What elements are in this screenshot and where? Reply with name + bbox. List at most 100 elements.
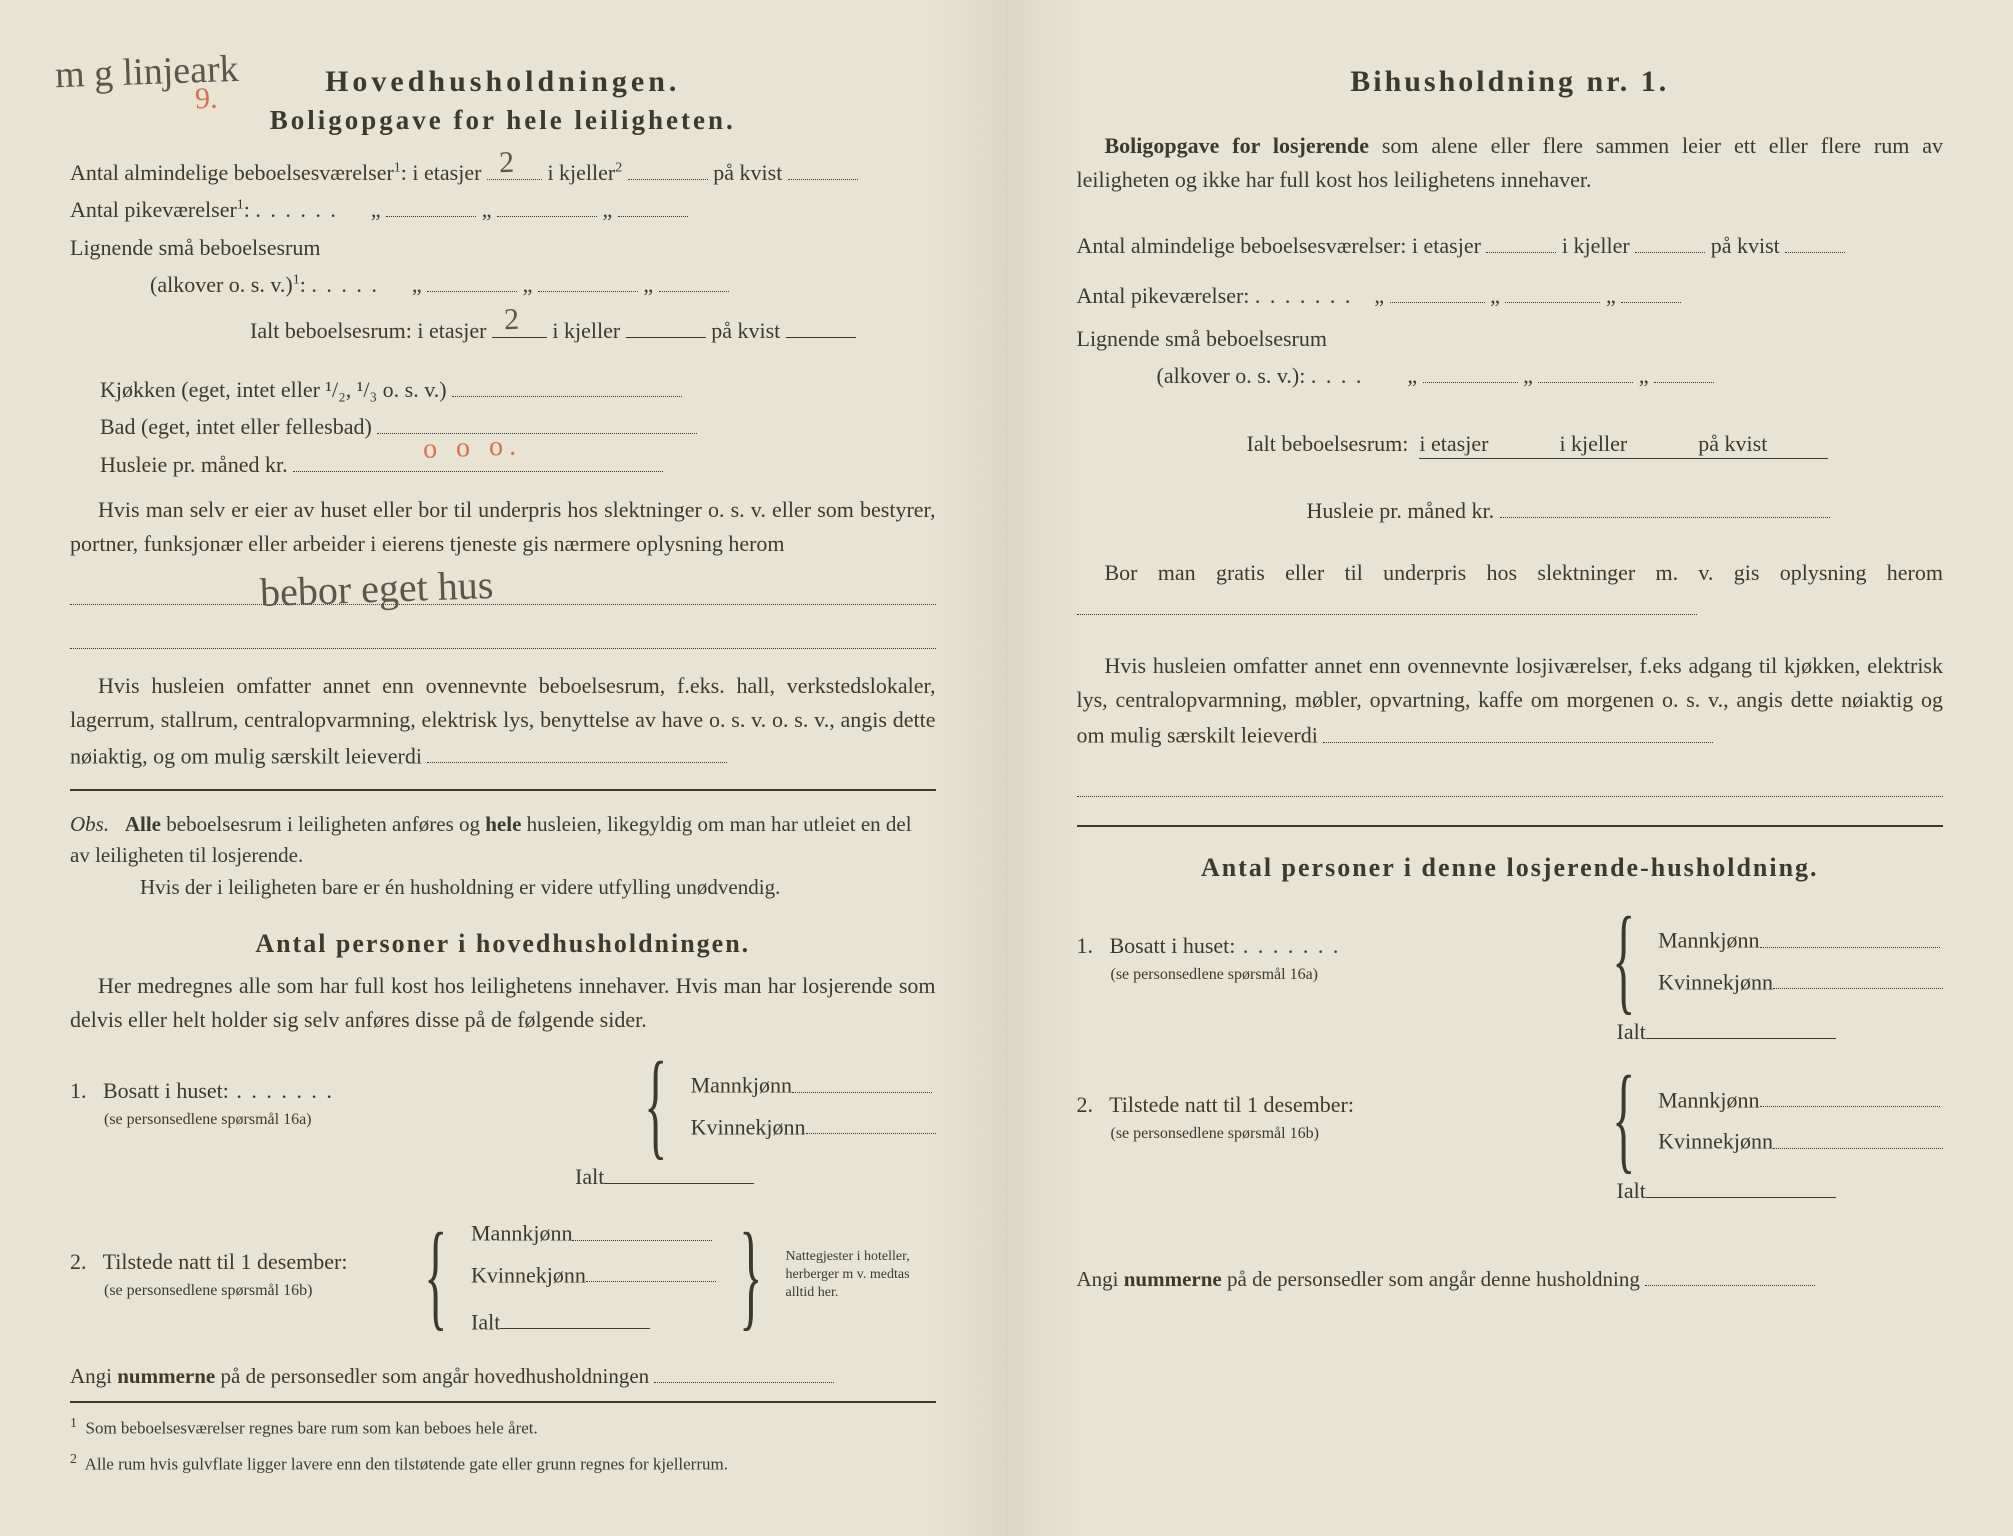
text: Angi (1077, 1267, 1124, 1291)
text: Boligopgave for losjerende (1105, 133, 1369, 158)
row-pike-r: Antal pikeværelser: . . . . . . . „ „ „ (1077, 277, 1944, 314)
angi-row: Angi nummerne på de personsedler som ang… (70, 1359, 936, 1395)
freeform-line (1077, 767, 1944, 797)
label-kvinne: Kvinnekjønn (691, 1114, 806, 1139)
label: i kjeller (1562, 233, 1630, 258)
ditto: „ (1639, 363, 1649, 388)
para-owner: Hvis man selv er eier av huset eller bor… (70, 493, 936, 561)
fn-num: 2 (70, 1452, 77, 1467)
section-head-r: Antal personer i denne losjerende-hushol… (1077, 853, 1944, 883)
text: hele (485, 812, 521, 836)
label: Antal almindelige beboelsesværelser: i e… (1077, 233, 1481, 258)
fn-text: Som beboelsesværelser regnes bare rum so… (86, 1419, 538, 1438)
obs-block: Obs. Alle beboelsesrum i leiligheten anf… (70, 809, 936, 904)
text: Angi (70, 1364, 117, 1388)
label: (alkover o. s. v.) (150, 272, 293, 297)
dots: . . . . . (311, 272, 379, 297)
label: Antal pikeværelser: (1077, 283, 1250, 308)
text: beboelsesrum i leiligheten anføres og (161, 812, 485, 836)
label-kvinne: Kvinnekjønn (1658, 1129, 1773, 1154)
footnote-2: 2 Alle rum hvis gulvflate ligger lavere … (70, 1449, 936, 1477)
row-ialt: Ialt beboelsesrum: i etasjer 2 i kjeller… (70, 312, 936, 349)
right-title: Bihusholdning nr. 1. (1077, 65, 1944, 99)
row-ialt-r: Ialt beboelsesrum: i etasjer i kjeller p… (1077, 425, 1944, 462)
text: på de personsedler som angår hovedhushol… (215, 1364, 649, 1388)
row-kjokken: Kjøkken (eget, intet eller ¹/₂, ¹/₃ o. s… (70, 371, 936, 408)
q-sub: (se personsedlene spørsmål 16b) (1077, 1125, 1319, 1142)
sup: 1 (293, 273, 300, 288)
value-etasjer-total: 2 (503, 294, 520, 345)
ditto: „ (1523, 363, 1533, 388)
row-alkover-r: (alkover o. s. v.): . . . . „ „ „ (1077, 357, 1944, 394)
fn-num: 1 (70, 1416, 77, 1431)
label: Husleie pr. måned kr. (100, 452, 288, 477)
value-husleie: o o o. (422, 423, 523, 474)
q-label: Tilstede natt til 1 desember: (1109, 1092, 1354, 1117)
ditto: „ (482, 197, 492, 222)
text: nummerne (117, 1364, 215, 1388)
angi-row-r: Angi nummerne på de personsedler som ang… (1077, 1262, 1944, 1298)
label: på kvist (711, 318, 780, 343)
q-number: 1. (70, 1078, 87, 1103)
q2-block-r: 2. Tilstede natt til 1 desember: (se per… (1077, 1070, 1944, 1166)
q-number: 2. (70, 1249, 87, 1274)
label: Bad (eget, intet eller fellesbad) (100, 414, 372, 439)
right-intro: Boligopgave for losjerende som alene ell… (1077, 129, 1944, 197)
ditto: „ (412, 272, 422, 297)
q-sub: (se personsedlene spørsmål 16a) (1077, 966, 1319, 983)
divider (70, 789, 936, 791)
label: i kjeller (547, 160, 615, 185)
fn-text: Alle rum hvis gulvflate ligger lavere en… (85, 1455, 728, 1474)
section-intro: Her medregnes alle som har full kost hos… (70, 969, 936, 1037)
right-page: Bihusholdning nr. 1. Boligopgave for los… (1007, 0, 2013, 1536)
q-label: Bosatt i huset: (1110, 933, 1236, 958)
row-lignende-r: Lignende små beboelsesrum (1077, 320, 1944, 357)
label: Ialt beboelsesrum: (1247, 431, 1409, 456)
freeform-line: bebor eget hus (70, 575, 936, 605)
ditto: „ (643, 272, 653, 297)
row-husleie: Husleie pr. måned kr. o o o. (70, 446, 936, 483)
label: på kvist (713, 160, 782, 185)
q-label: Bosatt i huset: (103, 1078, 229, 1103)
brace-left-icon: { (644, 1056, 667, 1152)
text: nummerne (1124, 1267, 1222, 1291)
q1-block: 1. Bosatt i huset: . . . . . . . (se per… (70, 1056, 936, 1152)
q1-ialt-r: Ialt (1077, 1011, 1944, 1053)
footnote-1: 1 Som beboelsesværelser regnes bare rum … (70, 1413, 936, 1441)
sidecap: Nattegjester i hoteller, herberger m v. … (786, 1248, 936, 1303)
label-mann: Mannkjønn (1658, 928, 1759, 953)
brace-right-icon: } (739, 1227, 762, 1323)
label-mann: Mannkjønn (691, 1073, 792, 1098)
sup: 2 (615, 161, 622, 176)
sup: 1 (394, 161, 401, 176)
q1-block-r: 1. Bosatt i huset: . . . . . . . (se per… (1077, 911, 1944, 1007)
label: Husleie pr. måned kr. (1307, 498, 1495, 523)
handwriting-owner: bebor eget hus (259, 561, 494, 616)
label: Kjøkken (eget, intet eller ¹/₂, ¹/₃ o. s… (100, 377, 447, 402)
label-ialt: Ialt (575, 1164, 604, 1189)
para2-r: Hvis husleien omfatter annet enn ovennev… (1077, 649, 1944, 753)
label: i etasjer (1419, 431, 1488, 456)
text: Hvis der i leiligheten bare er én hushol… (70, 875, 780, 899)
q-number: 2. (1077, 1092, 1094, 1117)
sup: 1 (237, 198, 244, 213)
value-etasjer: 2 (498, 136, 515, 187)
q-sub: (se personsedlene spørsmål 16b) (70, 1282, 312, 1299)
label: : i etasjer (401, 160, 482, 185)
dots: . . . . . . . (1255, 283, 1353, 308)
q-label: Tilstede natt til 1 desember: (103, 1249, 348, 1274)
freeform-line (70, 619, 936, 649)
dots: . . . . (1311, 363, 1364, 388)
row-bebo-r: Antal almindelige beboelsesværelser: i e… (1077, 227, 1944, 264)
label: på kvist (1711, 233, 1780, 258)
ditto: „ (1490, 283, 1500, 308)
q-sub: (se personsedlene spørsmål 16a) (70, 1111, 312, 1128)
brace-left-icon: { (425, 1227, 448, 1323)
label: Ialt beboelsesrum: i etasjer (250, 318, 486, 343)
label-kvinne: Kvinnekjønn (471, 1262, 586, 1287)
row-pikevaerelser: Antal pikeværelser1: . . . . . . „ „ „ (70, 191, 936, 228)
brace-left-icon: { (1612, 911, 1635, 1007)
label: i kjeller (552, 318, 620, 343)
label-mann: Mannkjønn (471, 1221, 572, 1246)
row-lignende: Lignende små beboelsesrum (70, 229, 936, 266)
